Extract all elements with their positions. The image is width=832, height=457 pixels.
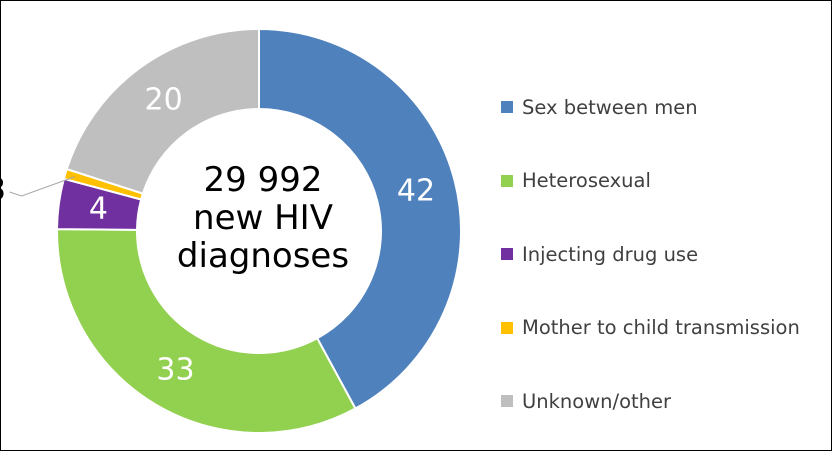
donut-center-label: 29 992 new HIV diagnoses	[159, 161, 367, 275]
center-label-line-1: 29 992	[203, 160, 323, 200]
legend-item-heterosexual: Heterosexual	[501, 163, 831, 199]
legend-swatch	[501, 101, 513, 113]
legend-label: Sex between men	[522, 95, 698, 119]
leader-line-mother-to-child-transmission	[9, 176, 75, 197]
legend-swatch	[501, 248, 513, 260]
data-label-mother-to-child-transmission: 0.8	[1, 172, 6, 207]
donut-slice-sex-between-men	[258, 27, 462, 410]
legend-swatch	[501, 395, 513, 407]
legend-label: Injecting drug use	[522, 242, 699, 266]
legend-swatch	[501, 174, 513, 187]
legend-item-sex-between-men: Sex between men	[501, 89, 831, 125]
center-label-line-2: new HIV	[193, 198, 333, 238]
center-label-line-3: diagnoses	[176, 236, 350, 276]
donut-slice-unknown-other	[65, 27, 260, 195]
legend-label: Mother to child transmission	[522, 316, 800, 339]
data-label-injecting-drug-use: 4	[89, 192, 108, 227]
legend: Sex between men Heterosexual Injecting d…	[501, 89, 831, 457]
legend-label: Unknown/other	[522, 389, 672, 413]
data-label-sex-between-men: 42	[397, 174, 435, 209]
data-label-unknown-other: 20	[145, 83, 183, 118]
donut-chart: 42 33 4 0.8 20	[1, 27, 462, 434]
donut-slice-heterosexual	[56, 228, 357, 434]
legend-label: Heterosexual	[522, 169, 651, 192]
data-label-heterosexual: 33	[156, 352, 194, 387]
legend-swatch	[501, 321, 513, 334]
legend-item-mother-to-child: Mother to child transmission	[501, 310, 831, 346]
legend-item-unknown-other: Unknown/other	[501, 383, 831, 419]
legend-item-injecting-drug-use: Injecting drug use	[501, 236, 831, 272]
